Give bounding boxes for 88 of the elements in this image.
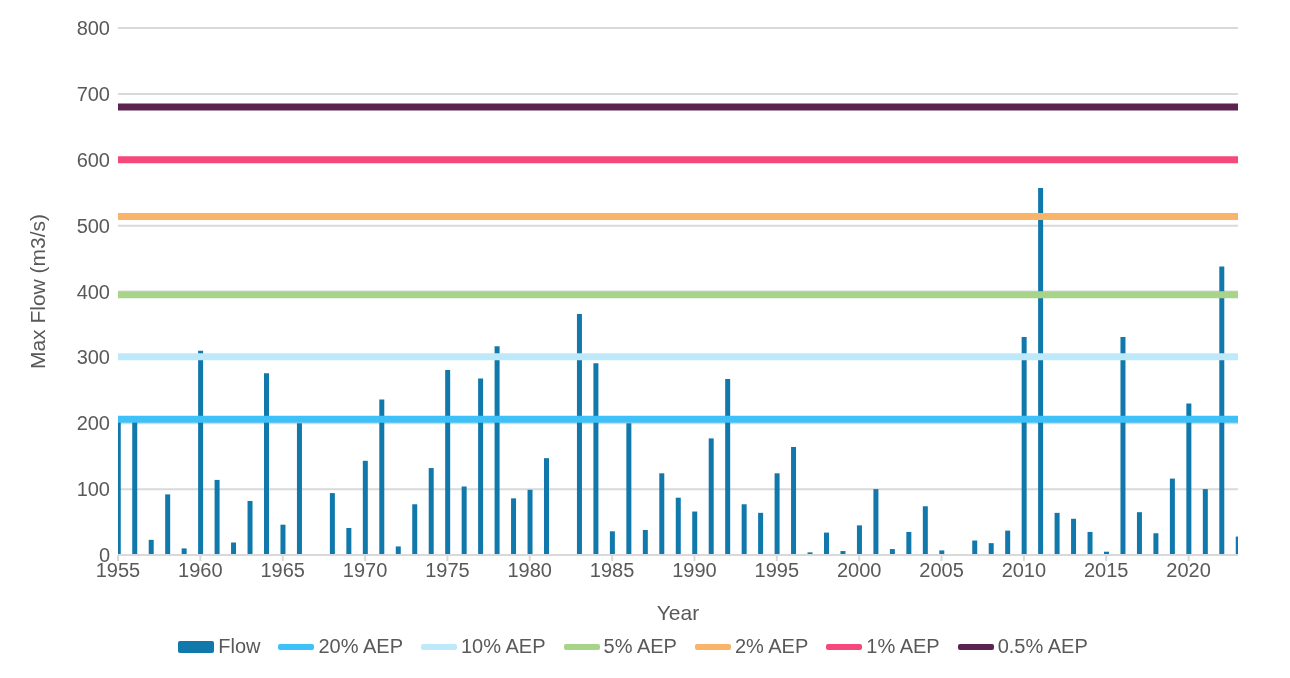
bar [692,511,698,555]
y-tick-label: 300 [76,346,110,369]
x-tick-label: 1975 [425,559,470,582]
bar [165,494,171,555]
bar [791,446,797,555]
bar [1054,512,1060,555]
bar [1038,188,1044,555]
bar [231,542,237,555]
bar [329,493,335,555]
bar [1021,336,1027,555]
x-tick-label: 1990 [672,559,717,582]
bar [412,504,418,555]
bar [1087,531,1093,555]
legend-label: 10% AEP [461,635,546,658]
legend-label: 0.5% AEP [997,635,1088,658]
y-tick-label: 600 [76,148,110,171]
legend-label: 20% AEP [318,635,403,658]
bar [362,460,368,555]
bar [264,373,269,555]
legend-label: 2% AEP [734,635,809,658]
bar [824,532,829,555]
bar [247,500,253,555]
bar [609,531,615,555]
bar [675,497,681,555]
bar [576,313,582,555]
bar [1202,489,1208,555]
bar [181,548,187,555]
bar [708,438,714,555]
bar [922,506,928,555]
bar [972,540,978,555]
bar [642,529,648,555]
legend-label: 5% AEP [603,635,677,658]
bar [774,473,780,555]
bar [478,378,484,555]
bar [1153,533,1159,555]
bar [280,524,286,555]
bar [1136,512,1142,555]
bar [428,468,434,555]
y-tick-label: 400 [76,280,110,303]
bar [1005,530,1011,555]
y-tick-label: 100 [76,478,110,501]
bar [1071,518,1077,555]
x-tick-label: 2015 [1083,559,1129,582]
bar [296,423,302,555]
y-tick-label: 500 [76,214,110,237]
bar [494,346,500,555]
bar [214,479,220,555]
x-tick-label: 2020 [1166,559,1211,582]
legend-label: 1% AEP [866,635,940,658]
bar [395,546,401,555]
bar [379,399,385,555]
bar [593,363,599,555]
y-tick-label: 800 [76,17,110,40]
bar [527,489,533,555]
legend-label: Flow [218,635,261,658]
bar [856,525,862,555]
bar [445,369,451,555]
x-tick-label: 1985 [589,559,635,582]
bar [725,379,731,555]
bar [544,458,549,555]
y-axis-title: Max Flow (m3/s) [26,213,50,370]
bar [1186,403,1192,555]
bar [1120,336,1126,555]
x-axis-title: Year [656,601,700,624]
y-tick-label: 700 [76,82,110,105]
x-tick-label: 2010 [1001,559,1047,582]
x-tick-label: 1995 [754,559,800,582]
bar [198,350,204,555]
bar [461,486,467,555]
bar [626,423,632,555]
bar [906,531,912,555]
bar [1219,266,1225,555]
bar [346,527,352,555]
x-tick-label: 1970 [342,559,388,582]
y-tick-label: 200 [76,412,110,435]
bar [511,498,517,555]
bar [873,489,879,555]
x-tick-label: 2005 [919,559,964,582]
bar [758,512,764,555]
bar [1169,478,1175,555]
x-tick-label: 1980 [507,559,553,582]
bar [659,473,665,555]
bar [988,543,994,555]
x-tick-label: 1960 [178,559,223,582]
bar [148,539,154,555]
bar [741,504,747,555]
x-tick-label: 2000 [836,559,882,582]
x-tick-label: 1965 [260,559,305,582]
